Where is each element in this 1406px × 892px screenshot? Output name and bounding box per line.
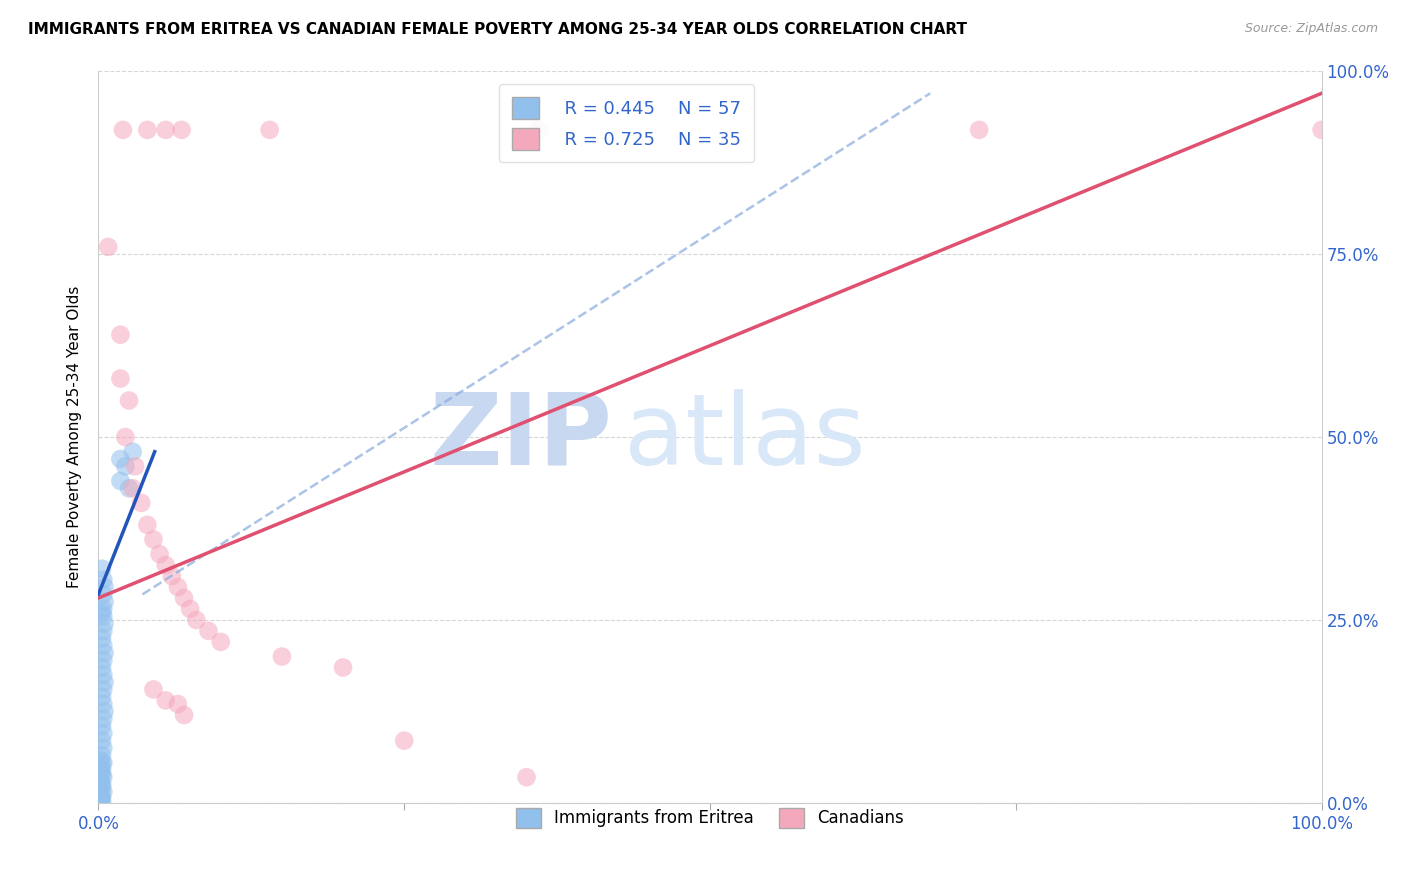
Point [91,763,114,777]
Point [90,775,112,789]
Point [118,393,141,408]
Point [160,569,183,583]
Point [90,765,112,780]
Point [91,785,114,799]
Point [515,770,537,784]
Point [110,327,132,342]
Point [90,785,112,799]
Point [170,123,193,137]
Point [89,787,111,801]
Point [110,371,132,385]
Point [967,123,990,137]
Text: atlas: atlas [624,389,866,485]
Point [142,682,165,697]
Point [90,789,112,804]
Point [91,587,114,601]
Point [91,606,114,620]
Point [91,780,114,794]
Point [93,705,115,719]
Point [110,452,132,467]
Point [91,639,114,653]
Point [136,517,159,532]
Point [89,790,111,805]
Point [167,580,190,594]
Point [332,660,354,674]
Point [527,123,550,137]
Point [91,733,114,747]
Point [89,794,111,808]
Point [91,632,114,646]
Point [91,712,114,726]
Point [91,756,114,770]
Y-axis label: Female Poverty Among 25-34 Year Olds: Female Poverty Among 25-34 Year Olds [67,286,83,588]
Point [90,792,112,806]
Point [93,646,115,660]
Point [124,459,146,474]
Point [91,748,114,763]
Point [91,719,114,733]
Point [91,770,114,784]
Point [142,533,165,547]
Point [91,624,114,638]
Point [89,793,111,807]
Point [179,602,201,616]
Point [91,562,114,576]
Point [91,757,114,772]
Point [209,635,232,649]
Point [90,794,112,808]
Point [118,481,141,495]
Point [259,123,281,137]
Point [93,616,115,631]
Point [91,573,114,587]
Point [173,591,195,605]
Point [91,789,114,804]
Point [155,123,177,137]
Point [110,474,132,488]
Point [121,444,143,458]
Point [90,791,112,805]
Point [155,558,177,573]
Point [91,778,114,792]
Point [91,667,114,681]
Point [89,772,111,787]
Text: IMMIGRANTS FROM ERITREA VS CANADIAN FEMALE POVERTY AMONG 25-34 YEAR OLDS CORRELA: IMMIGRANTS FROM ERITREA VS CANADIAN FEMA… [28,22,967,37]
Point [114,430,136,444]
Point [91,697,114,711]
Point [91,609,114,624]
Point [93,580,115,594]
Point [111,123,134,137]
Point [89,761,111,775]
Point [91,726,114,740]
Text: ZIP: ZIP [429,389,612,485]
Legend: Immigrants from Eritrea, Canadians: Immigrants from Eritrea, Canadians [509,801,911,835]
Point [90,753,112,767]
Point [93,675,115,690]
Point [91,660,114,674]
Point [155,693,177,707]
Point [1310,123,1333,137]
Point [93,594,115,608]
Point [270,649,294,664]
Point [91,794,114,808]
Point [91,740,114,755]
Point [91,690,114,704]
Point [197,624,219,638]
Text: Source: ZipAtlas.com: Source: ZipAtlas.com [1244,22,1378,36]
Point [129,496,152,510]
Point [149,547,172,561]
Point [173,708,195,723]
Point [114,459,136,474]
Point [91,602,114,616]
Point [392,733,416,747]
Point [90,795,112,809]
Point [91,682,114,697]
Point [136,123,159,137]
Point [89,782,111,797]
Point [91,768,114,782]
Point [186,613,208,627]
Point [167,697,190,711]
Point [97,240,120,254]
Point [91,653,114,667]
Point [121,481,143,495]
